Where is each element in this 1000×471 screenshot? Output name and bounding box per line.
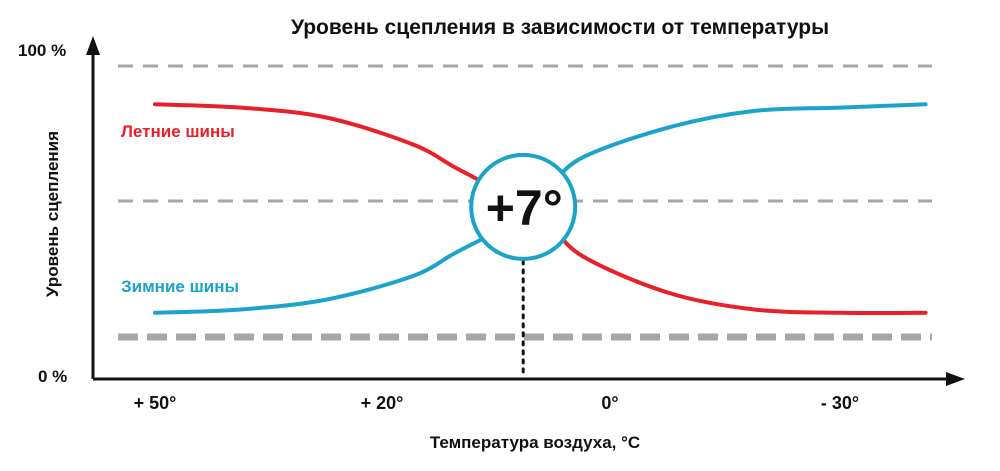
y-tick-label-min: 0 %: [38, 367, 67, 386]
y-axis-label: Уровень сцепления: [43, 131, 62, 297]
crossover-circle: [469, 152, 578, 261]
x-tick-label: - 30°: [821, 393, 859, 413]
x-axis-arrow-icon: [946, 372, 965, 386]
crossover-badge: +7°: [469, 152, 578, 261]
axes: [86, 36, 965, 386]
y-tick-label-max: 100 %: [18, 41, 66, 60]
x-axis-label: Температура воздуха, °C: [430, 433, 640, 452]
chart-title: Уровень сцепления в зависимости от темпе…: [291, 16, 829, 39]
series-label-summer: Летние шины: [121, 122, 235, 141]
series-label-winter: Зимние шины: [121, 277, 239, 296]
crossover-label: +7°: [486, 180, 563, 236]
x-tick-labels: + 50° + 20° 0° - 30°: [134, 393, 859, 413]
y-axis-arrow-icon: [86, 36, 100, 55]
x-tick-label: + 50°: [134, 393, 177, 413]
x-tick-label: 0°: [601, 393, 618, 413]
x-tick-label: + 20°: [361, 393, 404, 413]
